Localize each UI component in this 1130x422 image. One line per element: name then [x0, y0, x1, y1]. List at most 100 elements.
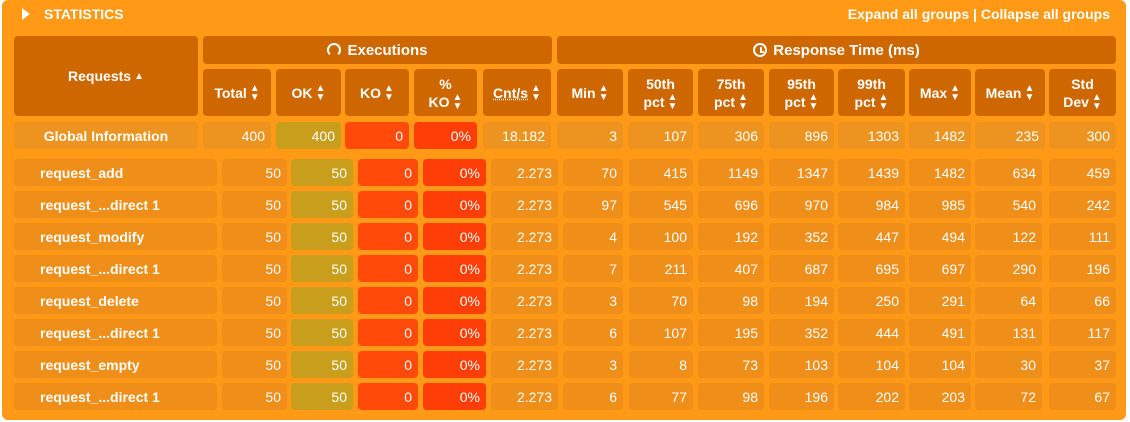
cell-p95: 970 [769, 191, 834, 218]
cell-ko: 0 [358, 223, 418, 250]
cell-ok: 50 [291, 319, 353, 346]
cell-cnt: 2.273 [491, 223, 558, 250]
column-header-max[interactable]: Max ▲ ▼ [909, 69, 971, 116]
row-name-text: request_...direct 1 [40, 388, 160, 405]
cell-value: 2.273 [516, 196, 552, 213]
column-header-label-line1: % [439, 75, 452, 92]
cell-value: 447 [875, 228, 899, 245]
statistics-header: STATISTICS Expand all groups | Collapse … [2, 0, 1126, 28]
column-header-label: Max [919, 84, 948, 101]
sort-icon: ▲ ▼ [1092, 92, 1102, 111]
refresh-icon [327, 43, 342, 57]
global-information-label: Global Information [14, 122, 198, 149]
column-header-std[interactable]: Std Dev ▲ ▼ [1049, 69, 1116, 116]
cell-value: 2.273 [516, 388, 552, 405]
cell-value: 107 [663, 127, 687, 144]
column-header-ok[interactable]: OK ▲ ▼ [276, 69, 341, 116]
column-header-label-line1: Std [1071, 75, 1094, 92]
cell-ko-pct: 0% [423, 223, 486, 250]
cell-value: 50 [265, 164, 281, 181]
request-name[interactable]: request_modify [14, 223, 217, 250]
sort-icon: ▲ ▼ [950, 83, 960, 102]
cell-value: 70 [671, 292, 687, 309]
sort-up-icon: ▲ [667, 91, 678, 103]
cell-min: 7 [563, 255, 623, 282]
column-header-ko[interactable]: KO ▲ ▼ [345, 69, 409, 116]
cell-value: 194 [804, 292, 828, 309]
response-time-label: Response Time (ms) [773, 41, 920, 59]
cell-p50: 8 [629, 351, 693, 378]
cell-value: 352 [804, 324, 828, 341]
cell-value: 984 [875, 196, 899, 213]
cell-value: 0 [404, 324, 412, 341]
cell-std: 117 [1049, 319, 1116, 346]
request-name[interactable]: request_...direct 1 [14, 255, 217, 282]
cell-total: 50 [222, 319, 287, 346]
sort-icon: ▲ ▼ [384, 83, 394, 102]
row-name-text: request_delete [40, 292, 139, 309]
cell-cnt: 2.273 [491, 191, 558, 218]
column-header-label-line2: KO [428, 93, 450, 110]
cell-ok: 50 [291, 351, 353, 378]
column-header-p50[interactable]: 50th pct ▲ ▼ [628, 69, 693, 116]
column-header-label-line1: 75th [716, 75, 746, 92]
cell-ko-pct: 0% [423, 287, 486, 314]
sort-up-icon: ▲ [598, 82, 609, 94]
request-name[interactable]: request_...direct 1 [14, 383, 217, 410]
column-header-label-wrap: Std Dev ▲ ▼ [1063, 75, 1102, 112]
requests-header[interactable]: Requests ▲ [14, 36, 198, 116]
collapse-all-groups-link[interactable]: Collapse all groups [980, 6, 1110, 22]
cell-value: 0 [395, 127, 403, 144]
request-name[interactable]: request_delete [14, 287, 217, 314]
sort-up-icon: ▲ [134, 70, 144, 82]
cell-p99: 250 [838, 287, 905, 314]
cell-value: 444 [875, 324, 899, 341]
cell-value: 50 [331, 228, 347, 245]
caret-right-icon[interactable] [22, 8, 30, 20]
expand-all-groups-link[interactable]: Expand all groups [847, 6, 970, 22]
cell-p50: 107 [628, 122, 693, 149]
cell-value: 687 [804, 260, 828, 277]
cell-value: 0% [459, 292, 480, 309]
sort-down-icon: ▼ [808, 100, 819, 112]
request-name[interactable]: request_add [14, 159, 217, 186]
cell-max: 104 [909, 351, 971, 378]
column-header-total[interactable]: Total ▲ ▼ [203, 69, 271, 116]
cell-value: 491 [941, 324, 965, 341]
column-header-p95[interactable]: 95th pct ▲ ▼ [769, 69, 834, 116]
column-header-ko_pct[interactable]: % KO ▲ ▼ [414, 69, 477, 116]
cell-p75: 98 [698, 383, 764, 410]
cell-cnt: 2.273 [491, 319, 558, 346]
cell-ok: 50 [291, 223, 353, 250]
response-time-group-header: Response Time (ms) [557, 36, 1116, 64]
cell-p50: 545 [629, 191, 693, 218]
statistics-title[interactable]: STATISTICS [22, 6, 124, 22]
cell-p99: 1439 [838, 159, 905, 186]
executions-label: Executions [347, 41, 428, 59]
cell-mean: 131 [975, 319, 1042, 346]
column-header-p75[interactable]: 75th pct ▲ ▼ [698, 69, 764, 116]
cell-cnt: 2.273 [491, 287, 558, 314]
cell-value: 290 [1012, 260, 1036, 277]
row-name-text: Global Information [43, 127, 169, 144]
cell-max: 1482 [909, 159, 971, 186]
request-name[interactable]: request_empty [14, 351, 217, 378]
column-header-cnt[interactable]: Cnt/s ▲ ▼ [483, 69, 551, 116]
cell-std: 459 [1049, 159, 1116, 186]
request-name[interactable]: request_...direct 1 [14, 319, 217, 346]
cell-ok: 50 [291, 159, 353, 186]
sort-up-icon: ▲ [531, 82, 541, 94]
cell-value: 0 [404, 388, 412, 405]
column-header-label: KO [360, 84, 382, 101]
cell-value: 0% [459, 388, 480, 405]
cell-value: 697 [941, 260, 965, 277]
request-name[interactable]: request_...direct 1 [14, 191, 217, 218]
row-name-text: request_...direct 1 [40, 324, 160, 341]
column-header-p99[interactable]: 99th pct ▲ ▼ [838, 69, 905, 116]
cell-min: 6 [563, 319, 623, 346]
column-header-label-line2-wrap: pct ▲ ▼ [714, 92, 748, 111]
column-header-min[interactable]: Min ▲ ▼ [557, 69, 623, 116]
column-header-mean[interactable]: Mean ▲ ▼ [975, 69, 1045, 116]
group-links: Expand all groups | Collapse all groups [848, 6, 1110, 22]
cell-p99: 695 [838, 255, 905, 282]
